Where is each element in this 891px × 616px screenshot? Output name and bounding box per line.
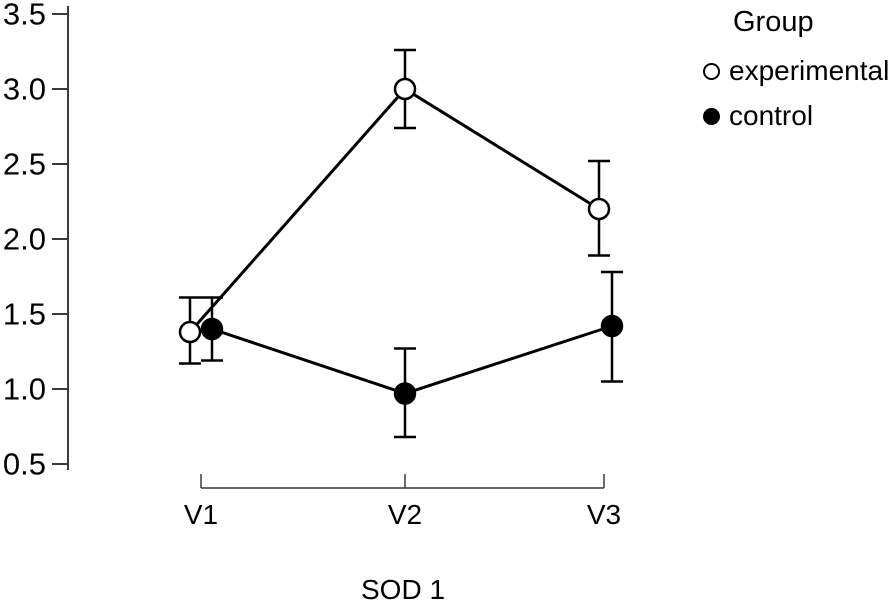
data-point-marker-control xyxy=(600,314,624,338)
y-tick-label: 2.5 xyxy=(3,147,46,182)
x-axis-title: SOD 1 xyxy=(360,574,446,605)
legend-title: Group xyxy=(733,6,814,38)
filled-circle-icon xyxy=(703,107,720,125)
y-tick-label: 0.5 xyxy=(3,447,46,482)
series-line-control xyxy=(211,324,613,396)
data-point-marker-experimental xyxy=(393,77,417,101)
series-line-experimental xyxy=(188,87,600,333)
y-tick-label: 3.0 xyxy=(3,72,46,107)
data-point-marker-experimental xyxy=(587,197,611,221)
legend-item-control: control xyxy=(703,100,889,132)
x-tick-label: V2 xyxy=(388,499,422,530)
y-tick-label: 2.0 xyxy=(3,222,46,257)
y-tick-label: 1.0 xyxy=(3,372,46,407)
legend-label-experimental: experimental xyxy=(729,55,890,86)
y-tick-label: 1.5 xyxy=(3,297,46,332)
legend: Group experimental control xyxy=(703,6,889,145)
legend-label-control: control xyxy=(729,100,814,131)
data-point-marker-control xyxy=(200,317,224,341)
x-tick-label: V1 xyxy=(184,499,218,530)
y-tick-label: 3.5 xyxy=(3,0,46,32)
legend-item-experimental: experimental xyxy=(703,55,889,87)
x-tick-label: V3 xyxy=(587,499,621,530)
open-circle-icon xyxy=(703,62,720,80)
data-point-marker-experimental xyxy=(178,320,202,344)
data-point-marker-control xyxy=(393,382,417,405)
